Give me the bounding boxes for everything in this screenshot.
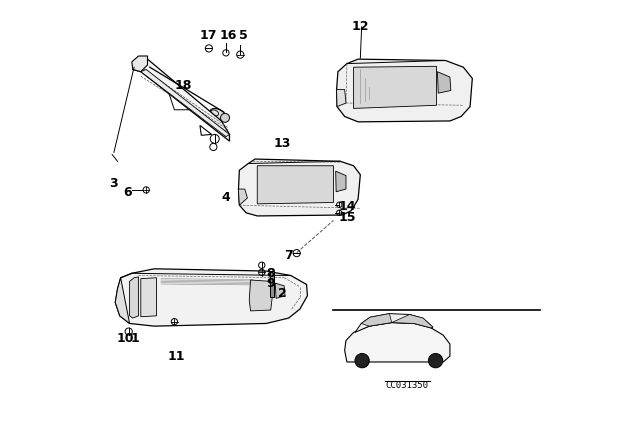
Text: 10: 10 <box>116 332 134 345</box>
Text: 6: 6 <box>123 186 132 199</box>
Text: 7: 7 <box>284 249 293 262</box>
Polygon shape <box>115 278 129 323</box>
Text: 18: 18 <box>175 78 192 92</box>
Text: 17: 17 <box>199 29 217 43</box>
Polygon shape <box>141 69 230 137</box>
Text: 16: 16 <box>220 29 237 43</box>
Polygon shape <box>141 278 156 317</box>
Text: 5: 5 <box>239 29 248 43</box>
Circle shape <box>428 353 443 368</box>
Polygon shape <box>132 56 147 72</box>
Text: 15: 15 <box>338 211 356 224</box>
Circle shape <box>355 353 369 368</box>
Text: 9: 9 <box>266 276 275 290</box>
Text: 8: 8 <box>266 267 275 280</box>
Polygon shape <box>344 323 450 362</box>
Polygon shape <box>437 72 451 93</box>
Polygon shape <box>115 269 307 326</box>
Polygon shape <box>410 314 433 328</box>
Text: 12: 12 <box>351 20 369 34</box>
Polygon shape <box>270 271 275 297</box>
Polygon shape <box>335 171 346 192</box>
Polygon shape <box>239 159 360 216</box>
Polygon shape <box>257 166 333 204</box>
Polygon shape <box>337 90 346 107</box>
Polygon shape <box>129 277 138 318</box>
Text: 14: 14 <box>338 199 356 213</box>
Polygon shape <box>353 66 436 108</box>
Text: 4: 4 <box>221 190 230 204</box>
Polygon shape <box>239 189 248 205</box>
Polygon shape <box>361 314 392 326</box>
Circle shape <box>221 113 230 122</box>
Polygon shape <box>249 280 273 311</box>
Polygon shape <box>132 58 230 141</box>
Text: 13: 13 <box>273 137 291 150</box>
Polygon shape <box>355 314 433 332</box>
Text: 1: 1 <box>131 332 140 345</box>
Text: 11: 11 <box>168 349 186 363</box>
Text: 3: 3 <box>109 177 118 190</box>
Ellipse shape <box>210 108 226 120</box>
Polygon shape <box>392 314 433 328</box>
Polygon shape <box>275 283 285 298</box>
Text: 2: 2 <box>278 287 286 300</box>
Polygon shape <box>337 59 472 122</box>
Text: CC031350: CC031350 <box>385 381 428 390</box>
